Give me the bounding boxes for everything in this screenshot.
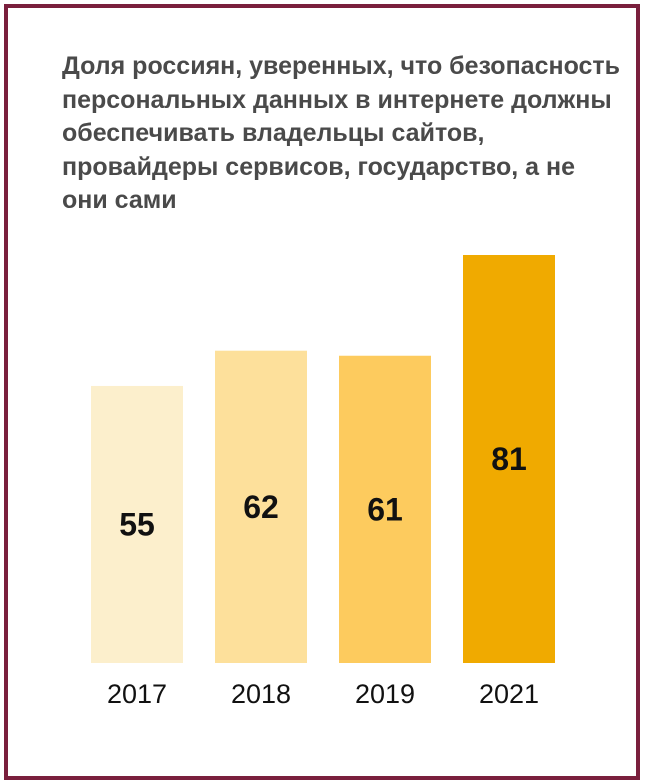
bar-2018 xyxy=(215,350,307,663)
x-tick-label-2017: 2017 xyxy=(107,679,167,709)
bar-value-label-2019: 61 xyxy=(367,491,403,527)
x-tick-label-2018: 2018 xyxy=(231,679,291,709)
bar-2019 xyxy=(339,355,431,663)
chart-title: Доля россиян, уверенных, что безопасност… xyxy=(62,52,621,214)
bar-value-label-2017: 55 xyxy=(119,506,155,542)
bar-value-label-2021: 81 xyxy=(491,441,527,477)
value-labels-group: 55 62 61 81 xyxy=(119,441,527,542)
bar-2017 xyxy=(91,385,183,663)
chart-frame: 55 62 61 81 2017 2018 2019 2021 Доля россиян, … xyxy=(4,4,640,780)
bars-group xyxy=(91,255,555,663)
x-tick-labels-group: 2017 2018 2019 2021 xyxy=(107,679,539,709)
x-tick-label-2019: 2019 xyxy=(355,679,415,709)
x-tick-label-2021: 2021 xyxy=(479,679,539,709)
bar-chart: 55 62 61 81 2017 2018 2019 2021 xyxy=(91,255,555,709)
bar-2021 xyxy=(463,255,555,663)
bar-value-label-2018: 62 xyxy=(243,489,279,525)
